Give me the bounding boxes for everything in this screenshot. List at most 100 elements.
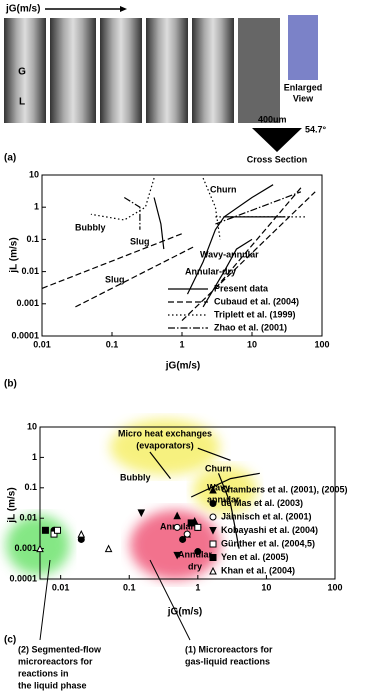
x-tick-label: 100: [314, 339, 329, 349]
y-tick-label: 0.0001: [9, 573, 37, 583]
enlarged-photo: [288, 15, 318, 80]
legend-label: Yen et al. (2005): [221, 552, 289, 562]
annotation: Wavy-annular: [200, 249, 259, 259]
legend-label: Jähnisch et al. (2001): [221, 511, 312, 521]
photo: [146, 18, 188, 123]
label: L: [19, 97, 25, 108]
cross-section-shape: [252, 128, 302, 152]
point: [41, 526, 49, 534]
annotation: Wavy-: [207, 482, 233, 492]
annotation: Bubbly: [120, 472, 151, 482]
series-line: [149, 447, 260, 549]
annotation: gas-liquid reactions: [185, 656, 270, 666]
pointer: [39, 559, 51, 641]
legend-swatch: [209, 527, 217, 535]
photo: [4, 18, 46, 123]
y-axis-label: jL (m/s): [9, 237, 20, 273]
x-tick-label: 10: [261, 582, 271, 592]
x-axis-label: jG(m/s): [167, 607, 202, 618]
x-tick-label: 1: [195, 582, 200, 592]
label: 54.7°: [305, 124, 327, 134]
annotation: microreactors for: [18, 656, 93, 666]
annotation: Churn: [205, 463, 232, 473]
label: View: [293, 93, 314, 103]
legend-label: Cubaud et al. (2004): [214, 296, 299, 306]
legend-label: Khan et al. (2004): [221, 565, 295, 575]
pointer: [149, 559, 191, 641]
point: [187, 519, 195, 527]
series-line: [41, 187, 316, 322]
point: [173, 523, 181, 531]
panel-label: (b): [4, 379, 17, 390]
annotation: Slug: [130, 236, 150, 246]
legend-swatch: [209, 485, 217, 494]
y-tick-label: 0.001: [16, 298, 39, 308]
legend-swatch: [209, 513, 217, 521]
label: 400um: [258, 114, 287, 124]
photo: [238, 18, 280, 123]
legend-label: de Mas et al. (2003): [221, 498, 303, 508]
y-tick-label: 0.01: [21, 266, 39, 276]
y-tick-label: 10: [29, 169, 39, 179]
point: [183, 530, 191, 538]
region: [110, 419, 220, 475]
y-tick-label: 0.1: [26, 234, 39, 244]
axes-frame: [39, 426, 336, 580]
x-tick-label: 0.1: [123, 582, 136, 592]
legend-label: Günther et al. (2004,5): [221, 538, 315, 548]
y-tick-label: 1: [32, 452, 37, 462]
x-tick-label: 0.1: [106, 339, 119, 349]
legend-label: Kobayashi et al. (2004): [221, 525, 318, 535]
legend-swatch: [209, 554, 217, 561]
legend-swatch: [209, 566, 217, 575]
annotation: reactions in: [18, 668, 69, 678]
annotation: the liquid phase: [18, 680, 87, 690]
legend-swatch: [209, 500, 217, 507]
x-tick-label: 0.01: [33, 339, 51, 349]
axis-label: jG(m/s): [5, 4, 40, 15]
panel-label: (a): [4, 153, 16, 164]
photo: [100, 18, 142, 123]
point: [104, 544, 113, 553]
point: [194, 523, 202, 531]
panel-label: (c): [4, 635, 16, 646]
photo: [192, 18, 234, 123]
y-tick-label: 0.01: [19, 513, 37, 523]
photo: [50, 18, 96, 123]
x-axis-label: jG(m/s): [165, 361, 200, 372]
x-tick-label: 0.01: [52, 582, 70, 592]
point: [173, 551, 181, 560]
annotation: Micro heat exchanges: [118, 428, 212, 438]
y-axis-label: jL (m/s): [7, 487, 18, 523]
label: Cross Section: [247, 154, 308, 164]
point: [50, 530, 58, 538]
y-tick-label: 1: [34, 202, 39, 212]
arrow-head: [120, 6, 127, 12]
y-tick-label: 0.1: [24, 482, 37, 492]
series-line: [123, 191, 302, 230]
point: [77, 529, 86, 538]
annotation: Bubbly: [75, 222, 106, 232]
legend-swatch: [209, 540, 217, 548]
point: [54, 526, 62, 534]
label: Enlarged: [284, 82, 323, 92]
point: [194, 548, 202, 556]
legend-label: Zhao et al. (2001): [214, 322, 287, 332]
point: [179, 535, 187, 543]
annotation: Slug: [105, 274, 125, 284]
point: [137, 509, 146, 517]
series-line: [153, 184, 286, 308]
annotation: Churn: [210, 184, 237, 194]
legend-label: Present data: [214, 283, 269, 293]
series-line: [90, 177, 307, 240]
y-tick-label: 0.0001: [11, 330, 39, 340]
y-tick-label: 0.001: [14, 543, 37, 553]
x-tick-label: 1: [179, 339, 184, 349]
annotation: (2) Segmented-flow: [18, 644, 102, 654]
legend-label: Chambers et al. (2001), (2005): [221, 484, 348, 494]
annotation: Annular-dry: [185, 266, 236, 276]
legend-label: Triplett et al. (1999): [214, 309, 296, 319]
label: G: [18, 67, 26, 78]
annotation: annular: [207, 494, 240, 504]
